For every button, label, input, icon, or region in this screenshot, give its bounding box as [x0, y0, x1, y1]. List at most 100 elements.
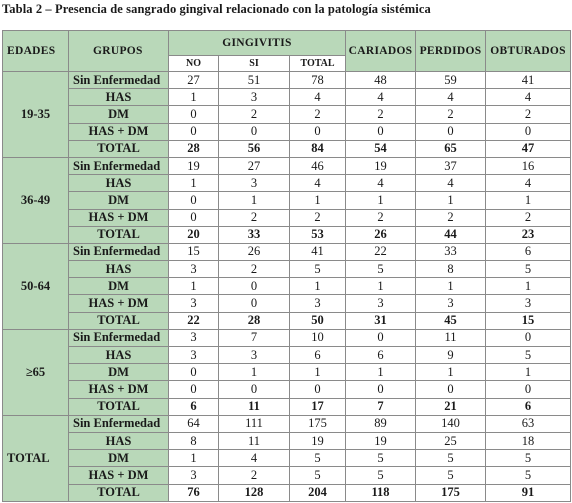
value-obturados: 1	[485, 277, 572, 296]
value-cariados: 1	[345, 277, 417, 296]
value-no: 0	[168, 380, 219, 399]
row-label: HAS + DM	[68, 294, 169, 313]
value-cariados: 22	[345, 242, 417, 262]
value-no: 0	[168, 122, 219, 141]
value-obturados: 5	[485, 260, 572, 279]
row-label: Sin Enfermedad	[68, 328, 169, 348]
table-row: DM 0 1 1 1 1 1	[3, 191, 572, 210]
value-perdidos: 2	[415, 105, 487, 124]
header-perdidos: PERDIDOS	[415, 30, 487, 72]
age-group-label: 50-64	[2, 242, 69, 330]
value-no: 1	[168, 88, 219, 107]
value-obturados: 41	[485, 70, 572, 90]
value-obturados: 6	[485, 397, 572, 416]
value-cariados: 26	[345, 225, 417, 244]
header-gingivitis: GINGIVITIS	[167, 30, 347, 56]
row-label: TOTAL	[68, 311, 169, 330]
value-obturados: 63	[485, 414, 572, 433]
value-perdidos: 21	[415, 397, 487, 416]
row-label: HAS	[68, 345, 169, 365]
value-obturados: 0	[485, 328, 572, 348]
data-table: EDADES GRUPOS GINGIVITIS CARIADOS PERDID…	[2, 30, 572, 502]
value-cariados: 89	[345, 414, 417, 433]
table-row-total: TOTAL 6 11 17 7 21 6	[3, 397, 572, 416]
value-total: 2	[288, 208, 347, 227]
value-perdidos: 59	[415, 70, 487, 90]
value-no: 27	[168, 70, 219, 90]
value-obturados: 4	[485, 174, 572, 193]
value-total: 78	[288, 70, 347, 90]
value-perdidos: 65	[415, 139, 487, 158]
value-no: 1	[168, 449, 219, 468]
value-no: 19	[168, 156, 219, 176]
value-obturados: 0	[485, 122, 572, 141]
value-cariados: 3	[345, 294, 417, 313]
value-obturados: 91	[485, 483, 572, 502]
table-row: HAS + DM 0 0 0 0 0 0	[3, 122, 572, 141]
value-si: 51	[218, 70, 290, 90]
value-si: 3	[218, 88, 290, 107]
value-total: 17	[288, 397, 347, 416]
table-row: DM 0 1 1 1 1 1	[3, 363, 572, 382]
value-total: 1	[288, 191, 347, 210]
value-obturados: 5	[485, 466, 572, 485]
value-si: 0	[218, 122, 290, 141]
value-no: 15	[168, 242, 219, 262]
value-perdidos: 0	[415, 380, 487, 399]
table-caption: Tabla 2 – Presencia de sangrado gingival…	[2, 2, 431, 16]
value-si: 2	[218, 260, 290, 279]
value-total: 5	[288, 260, 347, 279]
row-label: HAS + DM	[68, 466, 169, 485]
value-total: 10	[288, 328, 347, 348]
value-si: 0	[218, 294, 290, 313]
value-cariados: 0	[345, 122, 417, 141]
age-group-label: ≥65	[2, 328, 69, 416]
value-total: 5	[288, 466, 347, 485]
value-no: 64	[168, 414, 219, 433]
value-si: 11	[218, 431, 290, 451]
value-no: 0	[168, 105, 219, 124]
value-total: 41	[288, 242, 347, 262]
row-label: DM	[68, 363, 169, 382]
value-obturados: 2	[485, 105, 572, 124]
value-perdidos: 1	[415, 191, 487, 210]
value-cariados: 54	[345, 139, 417, 158]
value-no: 3	[168, 328, 219, 348]
value-no: 6	[168, 397, 219, 416]
value-total: 0	[288, 122, 347, 141]
row-label: HAS + DM	[68, 208, 169, 227]
value-perdidos: 8	[415, 260, 487, 279]
table-row-total: TOTAL 22 28 50 31 45 15	[3, 311, 572, 330]
value-no: 20	[168, 225, 219, 244]
row-label: HAS	[68, 88, 169, 107]
value-total: 50	[288, 311, 347, 330]
value-perdidos: 11	[415, 328, 487, 348]
header-grupos: GRUPOS	[68, 30, 169, 72]
header-si: SI	[218, 55, 290, 72]
value-total: 19	[288, 431, 347, 451]
value-perdidos: 4	[415, 88, 487, 107]
row-label: DM	[68, 105, 169, 124]
value-cariados: 48	[345, 70, 417, 90]
value-si: 27	[218, 156, 290, 176]
table-row: 36-49 Sin Enfermedad 19 27 46 19 37 16	[2, 156, 572, 244]
value-si: 3	[218, 174, 290, 193]
value-si: 33	[218, 225, 290, 244]
value-si: 11	[218, 397, 290, 416]
value-perdidos: 37	[415, 156, 487, 176]
row-label: DM	[68, 191, 169, 210]
header-edades: EDADES	[2, 30, 69, 72]
value-cariados: 0	[345, 328, 417, 348]
value-si: 3	[218, 345, 290, 365]
value-total: 5	[288, 449, 347, 468]
value-cariados: 0	[345, 380, 417, 399]
table-row: 19-35 Sin Enfermedad 27 51 78 48 59 41	[2, 70, 572, 158]
value-si: 0	[218, 277, 290, 296]
value-si: 28	[218, 311, 290, 330]
table-row: HAS 8 11 19 19 25 18	[3, 431, 572, 451]
value-cariados: 2	[345, 208, 417, 227]
value-si: 1	[218, 363, 290, 382]
value-cariados: 5	[345, 449, 417, 468]
value-no: 3	[168, 345, 219, 365]
table-row: ≥65 Sin Enfermedad 3 7 10 0 11 0	[2, 328, 572, 416]
